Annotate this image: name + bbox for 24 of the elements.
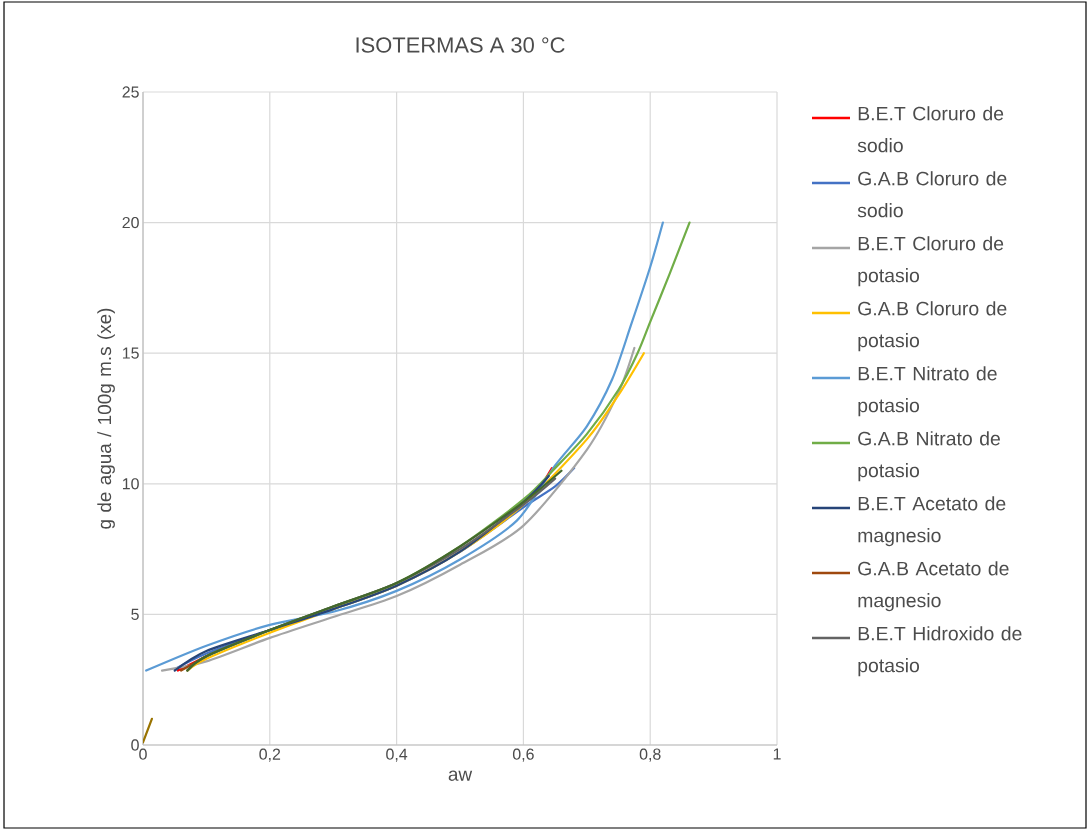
x-tick-label: 0,8: [639, 748, 661, 762]
y-tick-label: 25: [122, 86, 139, 98]
legend-label: B.E.T Cloruro de sodio: [857, 106, 1004, 153]
y-tick-label: 15: [122, 347, 139, 359]
legend-label: B.E.T Acetato de magnesio: [858, 496, 1006, 547]
y-tick-label: 20: [122, 216, 139, 229]
x-tick-label: 0: [139, 748, 147, 760]
y-tick-label: 10: [122, 478, 139, 490]
chart-title: ISOTERMAS A 30 °C: [356, 37, 565, 53]
legend-label: G.A.B Cloruro de sodio: [857, 171, 1007, 218]
legend-label: G.A.B Nitrato de potasio: [858, 431, 1000, 482]
legend-label: G.A.B Cloruro de potasio: [858, 301, 1007, 352]
legend-label: B.E.T Nitrato de potasio: [858, 366, 997, 417]
legend-label: B.E.T Hidroxido de potasio: [858, 626, 1022, 677]
x-tick-label: 1: [773, 748, 781, 760]
x-axis-title: aw: [448, 770, 473, 781]
y-tick-label: 0: [131, 739, 139, 751]
y-tick-label: 5: [131, 608, 139, 620]
legend-label: G.A.B Acetato de magnesio: [858, 561, 1009, 612]
y-axis-title: g de agua / 100g m.s (xe): [97, 308, 115, 529]
x-tick-label: 0,6: [512, 748, 534, 762]
x-tick-label: 0,2: [259, 748, 281, 762]
legend-label: B.E.T Cloruro de potasio: [858, 236, 1004, 287]
x-tick-label: 0,4: [386, 748, 408, 762]
